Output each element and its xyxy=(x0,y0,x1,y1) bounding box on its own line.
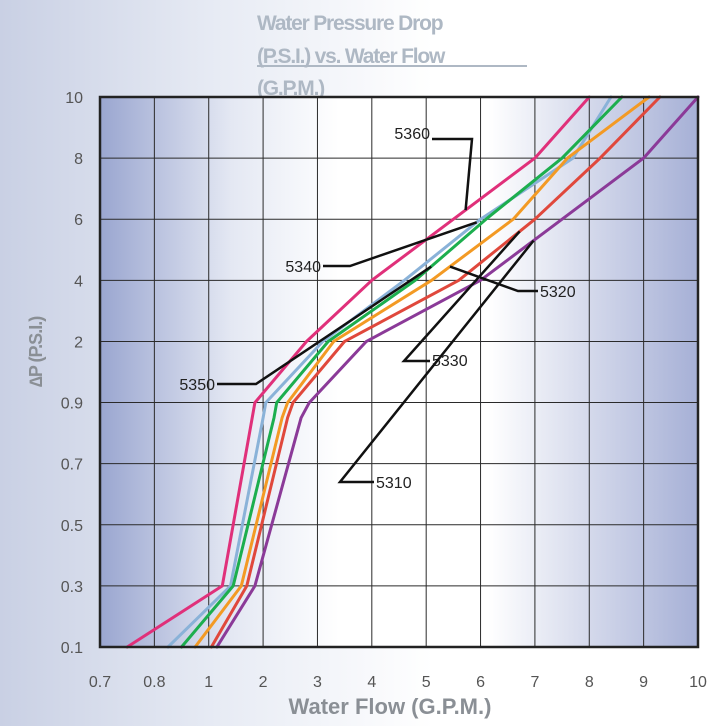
series-line-5320 xyxy=(193,95,651,649)
x-tick-label: 4 xyxy=(367,674,376,691)
x-tick-label: 1 xyxy=(204,674,213,691)
x-tick-label: 0.8 xyxy=(143,674,165,691)
y-tick-label: 4 xyxy=(74,273,83,290)
y-tick-label: 2 xyxy=(74,334,83,351)
series-line-5310 xyxy=(215,95,700,649)
y-axis-title: ∆P (P.S.I.) xyxy=(26,316,46,387)
series-line-5350 xyxy=(180,95,624,649)
plot-area xyxy=(100,97,698,647)
y-tick-label: 8 xyxy=(74,151,83,168)
series-line-5330 xyxy=(209,95,662,649)
series-line-5360 xyxy=(125,95,591,649)
y-tick-label: 0.7 xyxy=(61,457,83,474)
callout-label-5310: 5310 xyxy=(376,475,412,492)
callout-leader-5310 xyxy=(337,239,535,484)
callout-label-5320: 5320 xyxy=(540,284,576,301)
x-tick-label: 6 xyxy=(476,674,485,691)
callout-label-5340: 5340 xyxy=(285,259,321,276)
x-tick-labels: 0.7 0.8 1 2 3 4 5 6 7 8 9 10 xyxy=(89,674,707,691)
y-tick-label: 6 xyxy=(74,212,83,229)
chart-title-line-2: (P.S.I.) vs. Water Flow xyxy=(257,45,446,68)
x-tick-label: 7 xyxy=(530,674,539,691)
y-tick-label: 0.5 xyxy=(61,518,83,535)
series-line-5340 xyxy=(166,95,613,649)
x-tick-label: 10 xyxy=(689,674,707,691)
callout-leader-5320 xyxy=(449,265,538,293)
callout-label-5360: 5360 xyxy=(394,126,430,143)
callout-leader-5360 xyxy=(432,137,474,211)
chart-title-line-3: (G.P.M.) xyxy=(257,77,324,100)
callout-label-5350: 5350 xyxy=(179,377,215,394)
y-tick-label: 0.3 xyxy=(61,579,83,596)
x-axis-title: Water Flow (G.P.M.) xyxy=(289,694,492,719)
chart-title-line-1: Water Pressure Drop xyxy=(257,12,443,35)
x-tick-label: 2 xyxy=(259,674,268,691)
x-tick-label: 8 xyxy=(585,674,594,691)
chart-title: Water Pressure Drop (P.S.I.) vs. Water F… xyxy=(257,12,527,100)
y-tick-labels: 0.1 0.3 0.5 0.7 0.9 2 4 6 8 10 xyxy=(61,90,83,657)
callout-leader-5350 xyxy=(217,265,432,386)
x-tick-label: 5 xyxy=(422,674,431,691)
x-tick-label: 9 xyxy=(639,674,648,691)
x-tick-label: 3 xyxy=(313,674,322,691)
callout-leader-5340 xyxy=(323,221,478,268)
y-tick-label: 0.1 xyxy=(61,640,83,657)
grid-lines xyxy=(100,97,698,647)
y-tick-label: 10 xyxy=(65,90,83,107)
y-tick-label: 0.9 xyxy=(61,396,83,413)
plot-border xyxy=(98,95,700,649)
x-tick-label: 0.7 xyxy=(89,674,111,691)
series-lines xyxy=(125,95,700,649)
callout-leader-5330 xyxy=(401,230,521,363)
